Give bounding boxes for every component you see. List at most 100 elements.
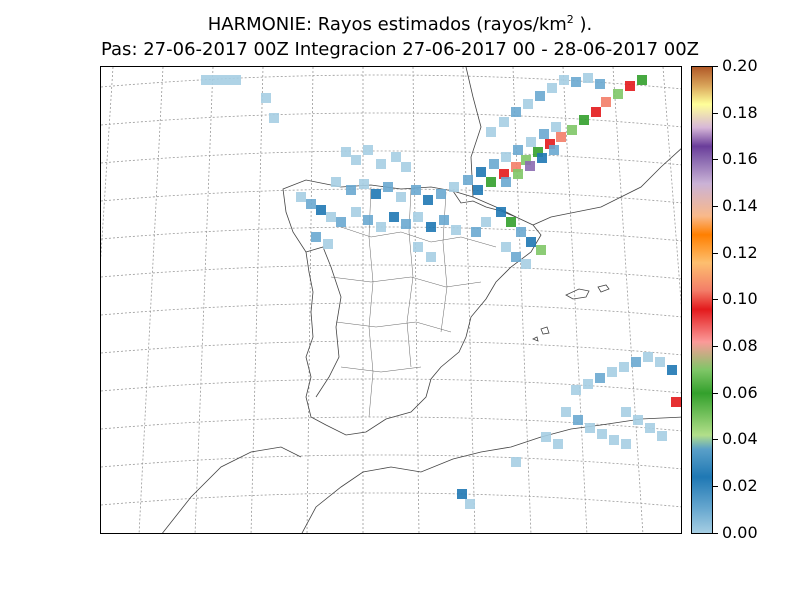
lightning-cell — [539, 129, 549, 139]
lightning-cell — [537, 153, 547, 163]
lightning-cell — [621, 439, 631, 449]
lightning-cell — [556, 132, 566, 142]
lightning-cell — [376, 222, 386, 232]
lightning-cell — [371, 189, 381, 199]
lightning-cell — [536, 245, 546, 255]
lightning-cell — [559, 75, 569, 85]
africa-coast — [301, 416, 681, 533]
lightning-cell — [269, 113, 279, 123]
colorbar-label: 0.02 — [722, 476, 758, 495]
colorbar-label: 0.00 — [722, 523, 758, 542]
lightning-cell — [667, 365, 677, 375]
lightning-cell — [451, 225, 461, 235]
lightning-cell — [331, 177, 341, 187]
lightning-cell — [316, 205, 326, 215]
lightning-cell — [439, 215, 449, 225]
lightning-cell — [637, 75, 647, 85]
lightning-cell — [326, 212, 336, 222]
lightning-cell — [231, 75, 241, 85]
colorbar-tick — [713, 393, 718, 394]
lightning-cell — [571, 385, 581, 395]
colorbar-label: 0.10 — [722, 289, 758, 308]
lightning-cell — [613, 89, 623, 99]
colorbar-label: 0.18 — [722, 103, 758, 122]
lightning-cell — [561, 407, 571, 417]
lightning-cell — [501, 242, 511, 252]
lightning-cell — [657, 431, 667, 441]
lightning-cell — [521, 259, 531, 269]
lightning-cell — [595, 79, 605, 89]
lightning-cell — [553, 439, 563, 449]
lightning-cell — [585, 423, 595, 433]
lightning-cell — [506, 217, 516, 227]
lightning-cell — [336, 217, 346, 227]
coastlines — [162, 67, 681, 533]
lightning-cell — [533, 147, 543, 157]
lightning-cell — [545, 139, 555, 149]
lightning-cell — [526, 137, 536, 147]
lightning-cell — [436, 189, 446, 199]
map-title-text: HARMONIE: Rayos estimados (rayos/km — [207, 14, 567, 35]
lightning-cell — [221, 75, 231, 85]
colorbar-tick — [713, 533, 718, 534]
map-canvas — [101, 67, 681, 533]
colorbar-tick — [713, 486, 718, 487]
colorbar-label: 0.20 — [722, 56, 758, 75]
lightning-cell — [567, 125, 577, 135]
lightning-cell — [311, 232, 321, 242]
lightning-cell — [423, 195, 433, 205]
iberia-coast — [282, 179, 542, 436]
lightning-cell — [449, 182, 459, 192]
lightning-cell — [426, 222, 436, 232]
map-subtitle: Pas: 27-06-2017 00Z Integracion 27-06-20… — [100, 39, 699, 60]
lightning-cell — [496, 207, 506, 217]
lightning-cell — [201, 75, 211, 85]
colorbar — [691, 66, 713, 534]
lightning-cell — [486, 127, 496, 137]
map-panel — [100, 66, 682, 534]
lightning-cell — [583, 379, 593, 389]
lightning-cell — [549, 145, 559, 155]
lightning-cell — [511, 252, 521, 262]
colorbar-tick — [713, 439, 718, 440]
colorbar-tick — [713, 299, 718, 300]
colorbar-label: 0.12 — [722, 243, 758, 262]
france-coast — [465, 67, 681, 226]
lightning-cell — [609, 435, 619, 445]
lightning-cell — [597, 429, 607, 439]
lightning-cell — [525, 161, 535, 171]
lightning-cell — [499, 169, 509, 179]
lightning-cell — [341, 147, 351, 157]
lightning-cell — [631, 357, 641, 367]
lightning-cell — [535, 91, 545, 101]
colorbar-tick — [713, 206, 718, 207]
lightning-cell — [465, 499, 475, 509]
lightning-cell — [521, 155, 531, 165]
colorbar-label: 0.08 — [722, 336, 758, 355]
lightning-cell — [396, 192, 406, 202]
colorbar-tick — [713, 159, 718, 160]
lightning-cell — [363, 215, 373, 225]
lightning-cells — [201, 73, 681, 509]
lightning-cell — [383, 182, 393, 192]
lightning-cell — [211, 75, 221, 85]
lightning-cell — [633, 415, 643, 425]
lightning-cell — [411, 185, 421, 195]
lightning-cell — [511, 457, 521, 467]
lightning-cell — [359, 179, 369, 189]
lightning-cell — [486, 177, 496, 187]
lightning-cell — [513, 169, 523, 179]
lightning-cell — [671, 397, 681, 407]
lightning-cell — [523, 99, 533, 109]
lightning-cell — [401, 219, 411, 229]
graticule — [101, 67, 681, 533]
lightning-cell — [595, 373, 605, 383]
lightning-cell — [261, 93, 271, 103]
lightning-cell — [376, 159, 386, 169]
lightning-cell — [499, 117, 509, 127]
lightning-cell — [489, 159, 499, 169]
lightning-cell — [655, 357, 665, 367]
lightning-cell — [601, 97, 611, 107]
lightning-cell — [391, 152, 401, 162]
lightning-cell — [573, 415, 583, 425]
